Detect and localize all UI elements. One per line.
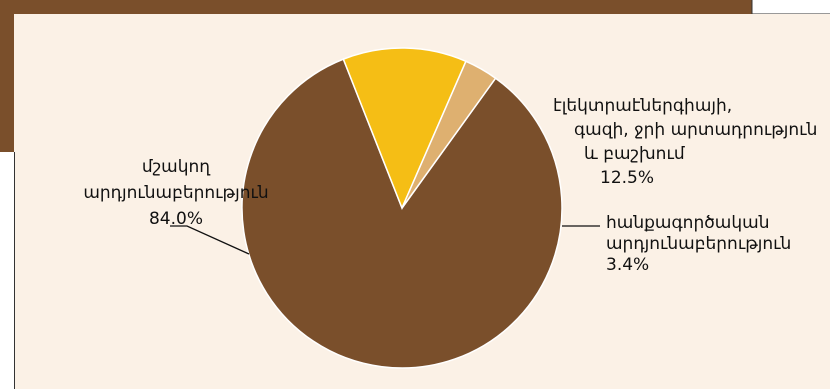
slice-name-label: հանքագործական — [606, 213, 769, 233]
slice-name-label: գազի, ջրի արտադրություն — [574, 120, 817, 140]
slice-value-label: 84.0% — [149, 209, 203, 229]
slice-name-label: և բաշխում — [584, 144, 685, 164]
slice-name-label: արդյունաբերություն — [606, 234, 791, 254]
slice-name-label: էլեկտրաէներգիայի, — [553, 96, 732, 116]
pie-slice-3 — [401, 60, 497, 209]
leader-line — [170, 225, 250, 255]
slice-value-label: 12.5% — [600, 168, 654, 188]
slice-labels: մշակող արդյունաբերություն 84.0% էլեկտրաէներ… — [83, 96, 817, 275]
slice-name-label: արդյունաբերություն — [83, 183, 268, 203]
slice-value-label: 3.4% — [606, 255, 649, 275]
leader-lines — [170, 225, 600, 255]
frame-top-bar — [0, 0, 752, 14]
frame-left-bar — [0, 0, 14, 152]
slice-name-label: մշակող — [142, 157, 211, 177]
pie-slices — [241, 47, 563, 369]
pie-slice-1 — [241, 58, 563, 369]
pie-slice-2 — [342, 47, 467, 210]
